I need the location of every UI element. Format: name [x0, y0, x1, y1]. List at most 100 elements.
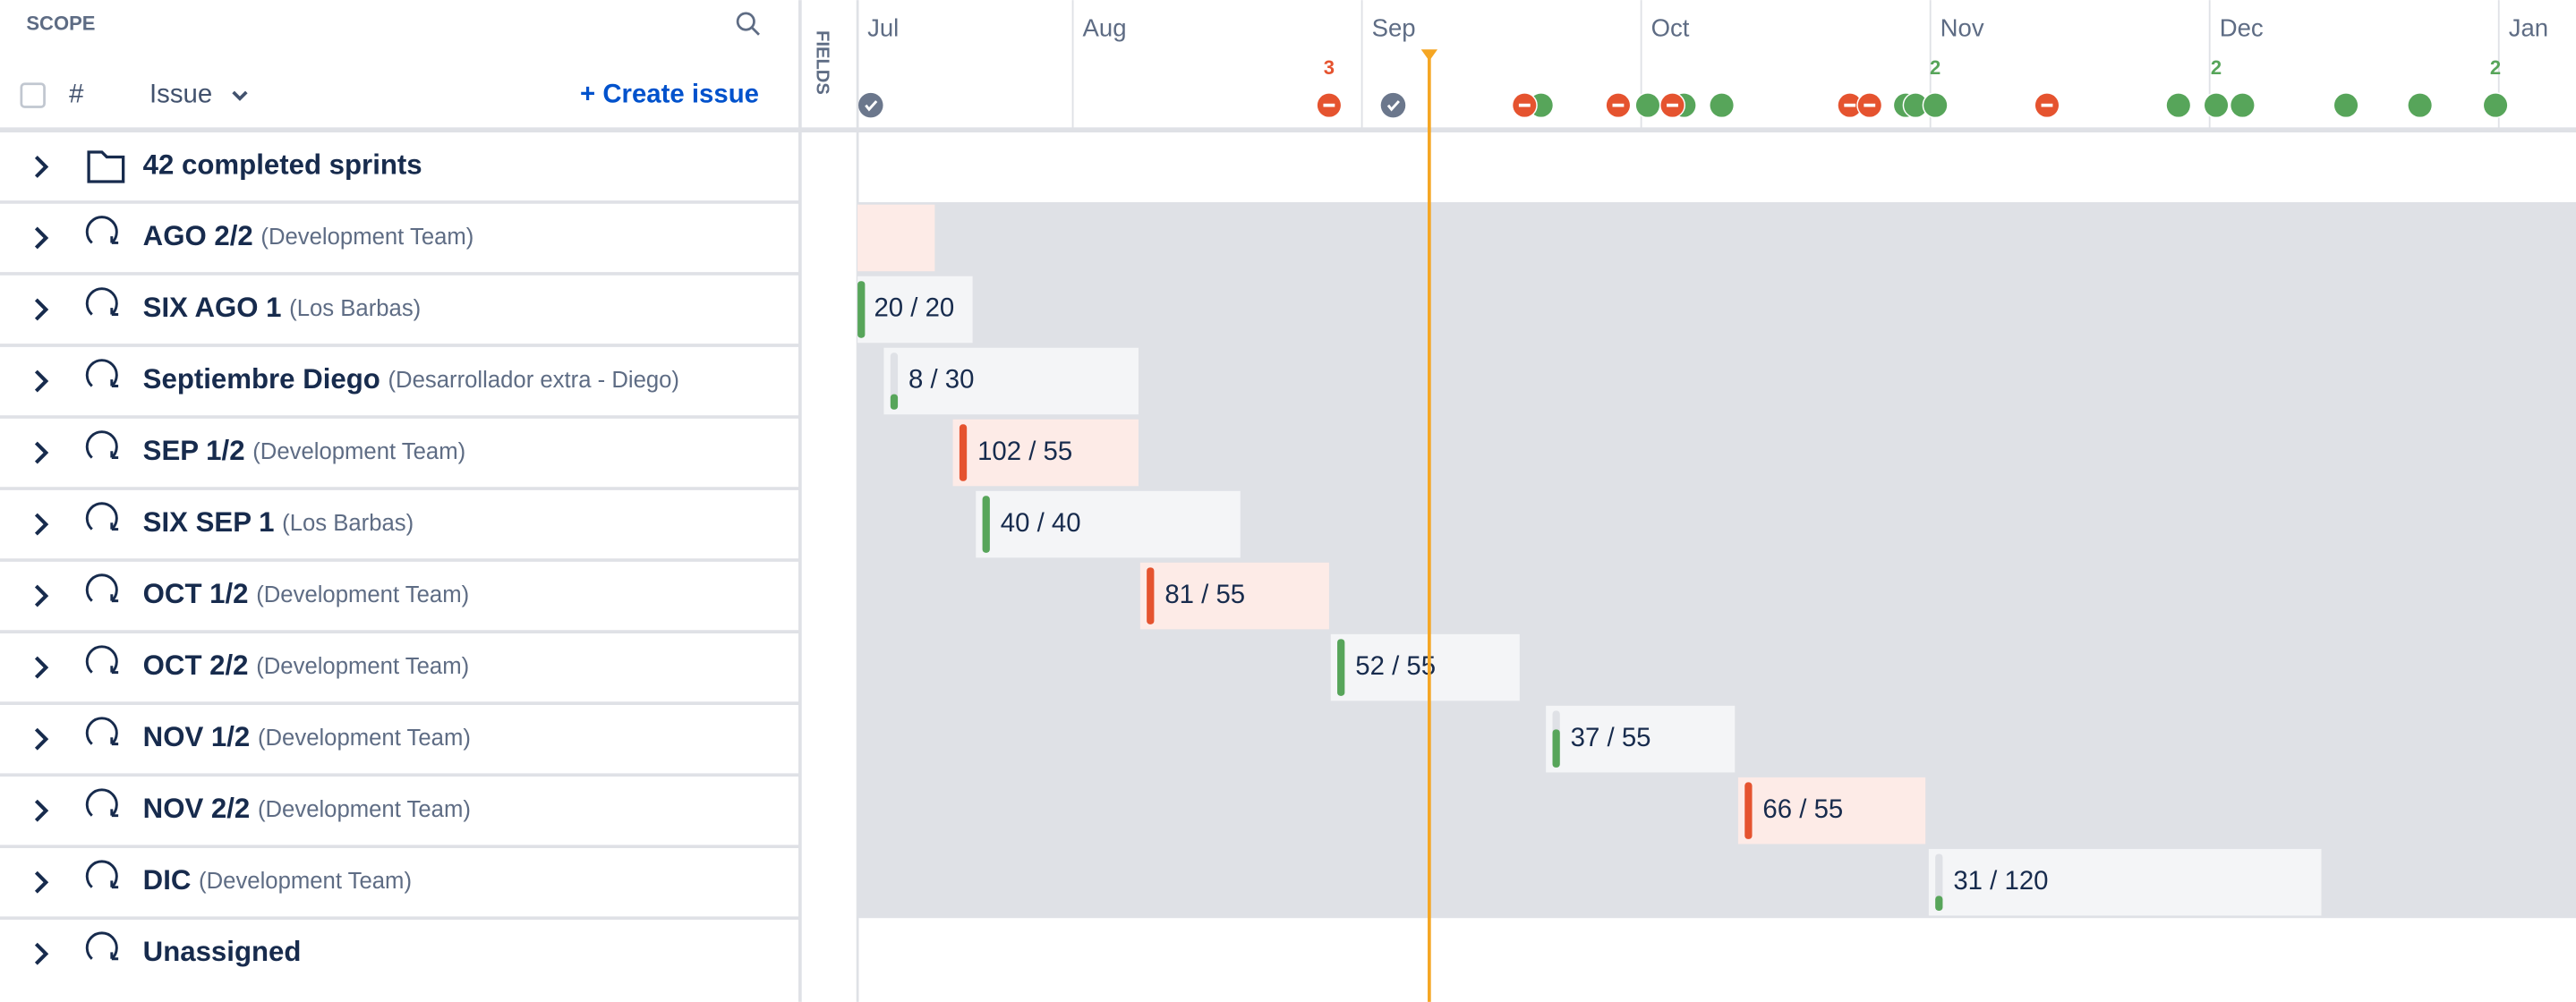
row-title: 42 completed sprints — [143, 149, 422, 181]
sprint-name: SIX SEP 1 — [143, 506, 275, 538]
scope-row[interactable]: SEP 1/2 (Development Team) — [0, 415, 800, 466]
create-issue[interactable]: + Create issue — [580, 79, 759, 108]
sprint-bar[interactable] — [1928, 848, 2322, 916]
row-title: OCT 2/2 (Development Team) — [143, 650, 469, 681]
month-label: Aug — [1083, 13, 1127, 41]
sprint-bar[interactable] — [952, 419, 1139, 487]
expand-chevron — [34, 942, 49, 965]
scope-row[interactable]: DIC (Development Team) — [0, 845, 800, 896]
expand-chevron — [34, 870, 49, 894]
month-label: Dec — [2220, 13, 2264, 41]
folder-icon — [87, 150, 125, 183]
release-overdue — [1659, 92, 1685, 119]
scope-row[interactable]: SIX AGO 1 (Los Barbas) — [0, 272, 800, 323]
status-indicator — [890, 394, 899, 410]
hash-header: # — [69, 79, 84, 108]
sprint-name: SIX AGO 1 — [143, 292, 282, 323]
sprint-name: OCT 2/2 — [143, 650, 249, 681]
row-title: SIX AGO 1 (Los Barbas) — [143, 292, 422, 323]
expand-chevron — [34, 656, 49, 679]
month-label: Nov — [1941, 13, 1984, 41]
release-overdue — [1511, 92, 1538, 119]
sprint-bar[interactable] — [883, 347, 1139, 415]
scope-row[interactable]: AGO 2/2 (Development Team) — [0, 200, 800, 251]
status-indicator — [959, 424, 968, 481]
release-dot — [1380, 92, 1406, 118]
sprint-name: AGO 2/2 — [143, 220, 253, 251]
release-overdue — [1837, 92, 1864, 119]
scope-row[interactable]: Unassigned — [0, 916, 800, 967]
progress-label: 37 / 55 — [1571, 723, 1651, 752]
sprint-bar[interactable] — [857, 276, 973, 344]
sprint-bar[interactable] — [976, 490, 1241, 558]
release-overdue — [1316, 92, 1343, 119]
sprint-name: 42 completed sprints — [143, 149, 422, 181]
release-count: 2 — [1930, 56, 1941, 79]
sprint-bar[interactable] — [857, 204, 935, 272]
team-name: (Los Barbas) — [282, 511, 414, 536]
select-all[interactable] — [20, 82, 46, 108]
scope-row[interactable]: NOV 2/2 (Development Team) — [0, 773, 800, 824]
today-marker — [1420, 49, 1438, 62]
sprint-name: NOV 1/2 — [143, 721, 251, 752]
sprint-name: Septiembre Diego — [143, 363, 380, 395]
sprint-bar[interactable] — [1330, 633, 1520, 701]
issue-dropdown[interactable] — [232, 90, 248, 101]
release-count: 3 — [1324, 56, 1335, 79]
sprint-area — [857, 201, 2576, 919]
month-label: Jan — [2509, 13, 2548, 41]
fields-toggle[interactable]: FIELDS — [812, 30, 832, 95]
team-name: (Development Team) — [199, 869, 412, 894]
row-title: NOV 2/2 (Development Team) — [143, 793, 471, 824]
progress-label: 20 / 20 — [874, 293, 954, 323]
search-icon[interactable] — [736, 12, 760, 36]
row-title: OCT 1/2 (Development Team) — [143, 578, 469, 609]
expand-chevron — [34, 156, 49, 178]
sprint-icon — [85, 216, 119, 244]
scope-row[interactable]: 42 completed sprints — [34, 149, 422, 183]
expand-chevron — [34, 226, 49, 250]
row-title: DIC (Development Team) — [143, 864, 412, 896]
sprint-name: SEP 1/2 — [143, 435, 245, 466]
release-dot — [2165, 92, 2192, 119]
expand-chevron — [34, 513, 49, 536]
release-dot — [858, 92, 883, 118]
release-count: 2 — [2211, 56, 2222, 79]
sprint-bar[interactable] — [1139, 562, 1329, 630]
release-dot — [1634, 92, 1661, 119]
expand-chevron — [34, 584, 49, 607]
release-dot — [2482, 92, 2509, 119]
issue-header[interactable]: Issue — [149, 79, 212, 108]
team-name: (Los Barbas) — [289, 296, 421, 321]
sprint-bar[interactable] — [1737, 777, 1926, 845]
scope-row[interactable]: OCT 1/2 (Development Team) — [0, 558, 800, 609]
status-indicator — [982, 496, 990, 553]
team-name: (Development Team) — [258, 797, 471, 822]
sprint-name: NOV 2/2 — [143, 793, 251, 824]
sprint-bar[interactable] — [1546, 705, 1736, 773]
release-dot — [2203, 92, 2230, 119]
sprint-icon — [85, 788, 119, 818]
release-dot — [1922, 92, 1949, 119]
scope-title: SCOPE — [26, 13, 95, 35]
team-name: (Development Team) — [252, 439, 465, 464]
progress-label: 81 / 55 — [1164, 580, 1245, 609]
check — [1386, 100, 1400, 112]
month-label: Jul — [867, 13, 899, 41]
sprint-icon — [85, 430, 119, 460]
release-done — [1380, 92, 1406, 118]
scope-row[interactable]: Septiembre Diego (Desarrollador extra - … — [0, 344, 800, 395]
status-indicator — [1744, 782, 1753, 839]
scope-row[interactable]: OCT 2/2 (Development Team) — [0, 630, 800, 681]
scope-row[interactable]: NOV 1/2 (Development Team) — [0, 701, 800, 752]
month-label: Oct — [1651, 13, 1690, 41]
row-title: SEP 1/2 (Development Team) — [143, 435, 465, 466]
check — [865, 100, 878, 112]
release-overdue — [1605, 92, 1632, 119]
release-dot — [2333, 92, 2359, 119]
release-dot — [1709, 92, 1736, 119]
scope-row[interactable]: SIX SEP 1 (Los Barbas) — [0, 487, 800, 538]
status-indicator — [1935, 896, 1943, 911]
status-indicator — [1147, 567, 1155, 624]
